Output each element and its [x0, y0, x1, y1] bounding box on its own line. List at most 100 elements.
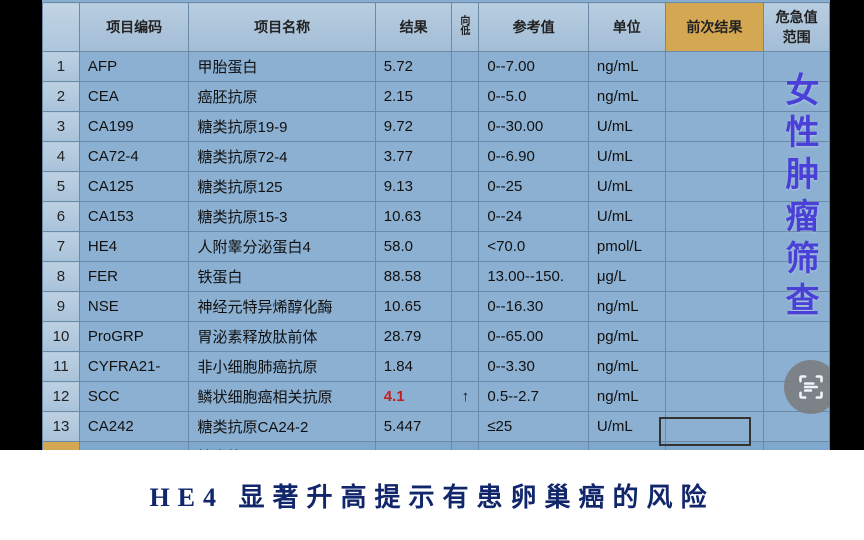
table-row[interactable]: 6CA153糖类抗原15-310.630--24U/mL: [43, 202, 830, 232]
row-number[interactable]: 10: [43, 322, 80, 352]
cell-ref[interactable]: 0--24: [479, 202, 589, 232]
row-number[interactable]: 1: [43, 52, 80, 82]
corner-cell[interactable]: [43, 3, 80, 52]
cell-prev[interactable]: [665, 262, 764, 292]
cell-code[interactable]: CA72-4: [79, 142, 189, 172]
cell-unit[interactable]: pmol/L: [588, 232, 665, 262]
cell-name[interactable]: 糖类抗原CA24-2: [189, 412, 375, 442]
cell-result[interactable]: 58.0: [375, 232, 452, 262]
cell-arrow[interactable]: [452, 442, 479, 451]
cell-result[interactable]: 88.58: [375, 262, 452, 292]
cell-code[interactable]: CA242: [79, 412, 189, 442]
cell-prev[interactable]: [665, 202, 764, 232]
cell-prev[interactable]: [665, 292, 764, 322]
cell-unit[interactable]: U/mL: [588, 112, 665, 142]
cell-ref[interactable]: 0--5.0: [479, 82, 589, 112]
table-row[interactable]: 4CA72-4糖类抗原72-43.77 0--6.90U/mL: [43, 142, 830, 172]
cell-unit[interactable]: ng/mL: [588, 82, 665, 112]
cell-ref[interactable]: ≤25: [479, 442, 589, 451]
cell-name[interactable]: 糖类抗原72-4: [189, 142, 375, 172]
cell-code[interactable]: CA125: [79, 172, 189, 202]
cell-arrow[interactable]: [452, 322, 479, 352]
cell-unit[interactable]: U/mL: [588, 142, 665, 172]
cell-name[interactable]: 糖类抗原19-9: [189, 112, 375, 142]
cell-name[interactable]: 神经元特异烯醇化酶: [189, 292, 375, 322]
table-row[interactable]: 2CEA癌胚抗原2.150--5.0ng/mL: [43, 82, 830, 112]
cell-prev[interactable]: [665, 112, 764, 142]
results-table[interactable]: 项目编码 项目名称 结果 向低 参考值 单位 前次结果 危急值范围 1AFP甲胎…: [42, 2, 830, 450]
col-header-code[interactable]: 项目编码: [79, 3, 189, 52]
cell-unit[interactable]: U/mL: [588, 412, 665, 442]
cell-prev[interactable]: [665, 382, 764, 412]
cell-code[interactable]: CEA: [79, 82, 189, 112]
col-header-arrow[interactable]: 向低: [452, 3, 479, 52]
row-number[interactable]: 8: [43, 262, 80, 292]
cell-code[interactable]: SCC: [79, 382, 189, 412]
cell-unit[interactable]: ng/mL: [588, 292, 665, 322]
cell-arrow[interactable]: [452, 112, 479, 142]
cell-arrow[interactable]: [452, 352, 479, 382]
col-header-result[interactable]: 结果: [375, 3, 452, 52]
cell-name[interactable]: 甲胎蛋白: [189, 52, 375, 82]
cell-ref[interactable]: 0--3.30: [479, 352, 589, 382]
table-row[interactable]: 8FER铁蛋白88.58 13.00--150.μg/L: [43, 262, 830, 292]
table-row[interactable]: 3CA199糖类抗原19-99.720--30.00U/mL: [43, 112, 830, 142]
table-row[interactable]: 7HE4人附睾分泌蛋白458.0<70.0pmol/L: [43, 232, 830, 262]
cell-arrow[interactable]: [452, 292, 479, 322]
col-header-crit[interactable]: 危急值范围: [764, 3, 830, 52]
row-number[interactable]: 4: [43, 142, 80, 172]
cell-ref[interactable]: ≤25: [479, 412, 589, 442]
cell-name[interactable]: 糖类抗原50: [189, 442, 375, 451]
cell-arrow[interactable]: [452, 82, 479, 112]
row-number[interactable]: 9: [43, 292, 80, 322]
row-number[interactable]: 14: [43, 442, 80, 451]
cell-result[interactable]: 10.65: [375, 292, 452, 322]
row-number[interactable]: 6: [43, 202, 80, 232]
cell-ref[interactable]: 13.00--150.: [479, 262, 589, 292]
cell-unit[interactable]: ng/mL: [588, 382, 665, 412]
cell-result[interactable]: 3.77: [375, 142, 452, 172]
table-row[interactable]: 12SCC鳞状细胞癌相关抗原4.1↑0.5--2.7ng/mL: [43, 382, 830, 412]
col-header-unit[interactable]: 单位: [588, 3, 665, 52]
cell-unit[interactable]: ng/mL: [588, 52, 665, 82]
cell-unit[interactable]: U/mL: [588, 442, 665, 451]
cell-ref[interactable]: 0--25: [479, 172, 589, 202]
cell-arrow[interactable]: [452, 172, 479, 202]
table-row[interactable]: 9NSE神经元特异烯醇化酶10.65 0--16.30ng/mL: [43, 292, 830, 322]
cell-name[interactable]: 铁蛋白: [189, 262, 375, 292]
cell-result[interactable]: 9.13: [375, 172, 452, 202]
cell-prev[interactable]: [665, 52, 764, 82]
row-number[interactable]: 11: [43, 352, 80, 382]
row-number[interactable]: 2: [43, 82, 80, 112]
cell-ref[interactable]: <70.0: [479, 232, 589, 262]
col-header-ref[interactable]: 参考值: [479, 3, 589, 52]
col-header-prev[interactable]: 前次结果: [665, 3, 764, 52]
cell-code[interactable]: CA153: [79, 202, 189, 232]
cell-code[interactable]: HE4: [79, 232, 189, 262]
cell-code[interactable]: FER: [79, 262, 189, 292]
cell-result[interactable]: 2.15: [375, 82, 452, 112]
cell-result[interactable]: 5.447: [375, 412, 452, 442]
cell-crit[interactable]: [764, 412, 830, 442]
cell-code[interactable]: NSE: [79, 292, 189, 322]
cell-prev[interactable]: [665, 172, 764, 202]
cell-prev[interactable]: [665, 142, 764, 172]
cell-ref[interactable]: 0--6.90: [479, 142, 589, 172]
cell-result[interactable]: 1.84: [375, 352, 452, 382]
cell-crit[interactable]: [764, 322, 830, 352]
cell-prev[interactable]: [665, 232, 764, 262]
cell-ref[interactable]: 0--16.30: [479, 292, 589, 322]
cell-unit[interactable]: μg/L: [588, 262, 665, 292]
cell-arrow[interactable]: [452, 232, 479, 262]
cell-result[interactable]: 5.72: [375, 52, 452, 82]
cell-arrow[interactable]: [452, 412, 479, 442]
table-row[interactable]: 11CYFRA21-非小细胞肺癌抗原1.840--3.30ng/mL: [43, 352, 830, 382]
cell-arrow[interactable]: [452, 52, 479, 82]
cell-prev[interactable]: [665, 442, 764, 451]
cell-name[interactable]: 非小细胞肺癌抗原: [189, 352, 375, 382]
table-row[interactable]: 1AFP甲胎蛋白5.720--7.00ng/mL: [43, 52, 830, 82]
cell-code[interactable]: CA50: [79, 442, 189, 451]
cell-result[interactable]: 9.72: [375, 112, 452, 142]
cell-arrow[interactable]: ↑: [452, 382, 479, 412]
cell-name[interactable]: 胃泌素释放肽前体: [189, 322, 375, 352]
